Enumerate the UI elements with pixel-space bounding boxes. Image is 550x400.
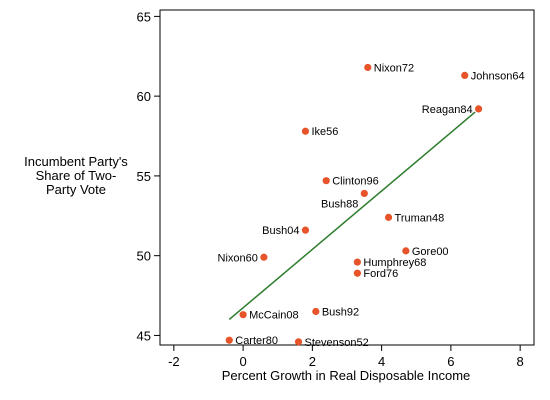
data-point [402,247,410,255]
x-tick-label: 2 [309,354,316,369]
data-point [294,338,303,346]
axes: -2 0 2 4 6 8 45 50 55 60 65 [137,9,535,369]
y-axis-title-line: Incumbent Party's [24,154,128,169]
data-point-label: Clinton96 [332,176,378,188]
data-point [225,336,233,344]
data-point [301,127,310,135]
y-tick-label: 50 [137,249,151,264]
data-point [239,311,247,319]
y-axis-title-line: Share of Two- [36,168,117,183]
data-point-label: Bush88 [321,198,358,210]
x-tick-label: 8 [517,354,524,369]
fit-line-group [228,111,476,321]
data-point-label: Gore00 [412,246,449,258]
data-point-label: Bush92 [322,307,359,319]
data-point [384,213,393,221]
x-tick-label: -2 [168,354,180,369]
data-point-label: Bush04 [262,225,299,237]
data-point-label: Nixon60 [218,252,258,264]
data-point [353,258,361,266]
data-point [364,63,372,72]
data-point-label: Reagan84 [422,104,473,116]
x-tick-label: 0 [239,354,246,369]
data-point [360,189,368,198]
x-axis-title: Percent Growth in Real Disposable Income [222,368,471,383]
data-point [474,105,483,113]
data-point [461,71,469,80]
data-point-label: McCain08 [249,310,299,322]
y-tick-label: 65 [137,9,151,24]
data-point-label: Stevenson52 [305,337,369,349]
data-point [312,307,320,316]
x-tick-label: 6 [447,354,454,369]
y-axis-title: Incumbent Party's Share of Two-Party Vote [24,154,128,197]
fit-line [228,111,476,321]
y-tick-label: 45 [137,328,151,343]
points-group: Nixon72 Johnson64 Reagan84 Ike56 Clinton96 Bu… [218,62,525,348]
plot-frame [159,9,535,346]
data-point [260,253,268,261]
data-point-label: Nixon72 [374,62,414,74]
y-tick-label: 55 [137,169,151,184]
data-point [353,269,361,277]
data-point [301,226,310,234]
x-tick-label: 4 [378,354,385,369]
data-point-label: Ike56 [311,126,338,138]
data-point-label: Humphrey68 [363,257,426,269]
data-point-label: Johnson64 [471,70,525,82]
data-point [322,177,330,185]
data-point-label: Ford76 [363,268,398,280]
data-point-label: Truman48 [395,212,445,224]
y-axis-title-line: Party Vote [46,182,106,197]
data-point-label: Carter80 [235,335,278,347]
y-tick-label: 60 [137,89,151,104]
